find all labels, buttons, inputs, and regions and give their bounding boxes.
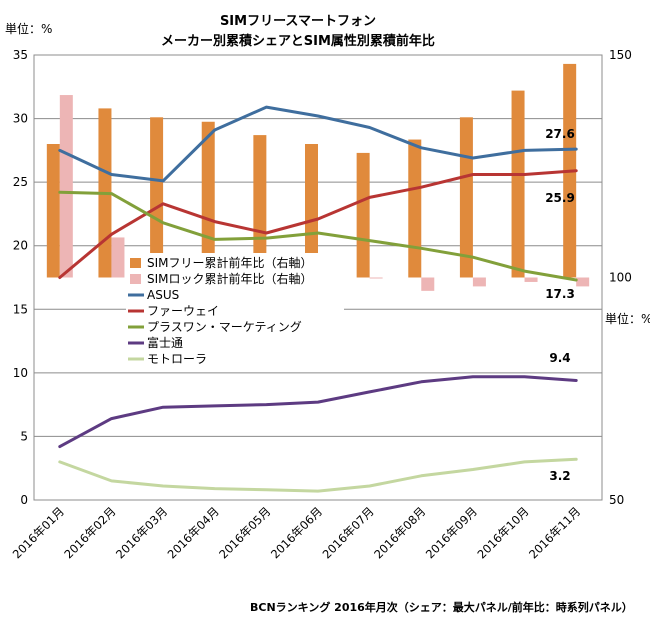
legend-label-plusone: プラスワン・マーケティング bbox=[147, 320, 302, 334]
legend-label-motorola: モトローラ bbox=[147, 352, 207, 366]
legend-swatch-simlock bbox=[130, 274, 141, 284]
x-tick-2: 2016年02月 bbox=[61, 504, 118, 561]
left-tick-20: 20 bbox=[13, 239, 28, 253]
legend-swatch-simfree bbox=[130, 258, 141, 268]
legend-label-huawei: ファーウェイ bbox=[147, 304, 219, 318]
x-tick-3: 2016年03月 bbox=[113, 504, 170, 561]
data-label-plusone: 17.3 bbox=[545, 287, 575, 301]
x-tick-1: 2016年01月 bbox=[10, 504, 67, 561]
legend-box bbox=[126, 253, 344, 367]
legend-label-simfree: SIMフリー累計前年比（右軸） bbox=[147, 255, 313, 270]
line-plusone bbox=[58, 190, 578, 282]
bar-simfree-9 bbox=[459, 117, 473, 278]
left-tick-35: 35 bbox=[13, 48, 28, 62]
chart-title-line-1: SIMフリースマートフォン bbox=[220, 14, 376, 29]
bar-simfree-10 bbox=[511, 90, 525, 278]
bar-simlock-9 bbox=[472, 277, 486, 287]
plot-frame bbox=[33, 54, 603, 501]
data-label-fujitsu: 9.4 bbox=[549, 351, 570, 365]
left-tick-30: 30 bbox=[13, 112, 28, 126]
right-tick-150: 150 bbox=[609, 48, 632, 62]
legend-label-fujitsu: 富士通 bbox=[147, 335, 183, 350]
x-tick-6: 2016年06月 bbox=[268, 504, 325, 561]
bar-simfree-5 bbox=[253, 135, 267, 278]
data-labels: 27.6 25.9 17.3 9.4 3.2 bbox=[545, 127, 575, 483]
x-tick-7: 2016年07月 bbox=[320, 504, 377, 561]
data-label-huawei: 25.9 bbox=[545, 191, 575, 205]
bar-simfree-1 bbox=[46, 144, 60, 278]
x-tick-5: 2016年05月 bbox=[216, 504, 273, 561]
x-axis-ticks: 2016年01月2016年02月2016年03月2016年04月2016年05月… bbox=[10, 504, 584, 561]
left-tick-15: 15 bbox=[13, 302, 28, 316]
bar-simlock-10 bbox=[524, 277, 538, 282]
left-axis-ticks: 0 5 10 15 20 25 30 35 bbox=[13, 48, 28, 507]
bar-simfree-7 bbox=[356, 152, 370, 278]
x-tick-4: 2016年04月 bbox=[165, 504, 222, 561]
bar-simfree-8 bbox=[408, 139, 422, 278]
x-tick-10: 2016年10月 bbox=[474, 504, 531, 561]
legend-label-asus: ASUS bbox=[147, 288, 179, 302]
x-tick-9: 2016年09月 bbox=[423, 504, 480, 561]
chart-title-line-2: メーカー別累積シェアとSIM属性別累積前年比 bbox=[161, 33, 435, 49]
left-tick-0: 0 bbox=[20, 493, 28, 507]
bar-simlock-7 bbox=[369, 277, 383, 279]
bar-simlock-1 bbox=[59, 95, 73, 278]
right-tick-100: 100 bbox=[609, 271, 632, 285]
left-tick-25: 25 bbox=[13, 175, 28, 189]
left-axis-unit: 単位：% bbox=[5, 21, 52, 36]
line-asus bbox=[58, 105, 578, 183]
right-axis-unit: 単位：% bbox=[605, 311, 650, 326]
gridlines bbox=[34, 118, 602, 437]
data-label-motorola: 3.2 bbox=[549, 469, 570, 483]
legend-label-simlock: SIMロック累計前年比（右軸） bbox=[147, 271, 313, 286]
x-tick-8: 2016年08月 bbox=[371, 504, 428, 561]
lines bbox=[58, 105, 578, 493]
bar-simlock-8 bbox=[421, 277, 435, 291]
line-fujitsu bbox=[58, 375, 578, 449]
bar-simlock-2 bbox=[111, 237, 125, 278]
left-tick-10: 10 bbox=[13, 366, 28, 380]
bar-simfree-3 bbox=[150, 117, 164, 278]
legend: SIMフリー累計前年比（右軸）SIMロック累計前年比（右軸） ASUS ファーウェイ… bbox=[126, 253, 344, 367]
left-tick-5: 5 bbox=[20, 429, 28, 443]
line-motorola bbox=[58, 457, 578, 493]
right-tick-50: 50 bbox=[609, 493, 624, 507]
bar-simfree-6 bbox=[305, 144, 318, 278]
data-label-asus: 27.6 bbox=[545, 127, 575, 141]
right-axis-ticks: 50 100 150 bbox=[609, 48, 632, 507]
x-tick-11: 2016年11月 bbox=[526, 504, 583, 561]
source-note: BCNランキング 2016年月次（シェア：最大パネル/前年比：時系列パネル） bbox=[250, 600, 633, 614]
bar-simlock-11 bbox=[576, 277, 590, 287]
